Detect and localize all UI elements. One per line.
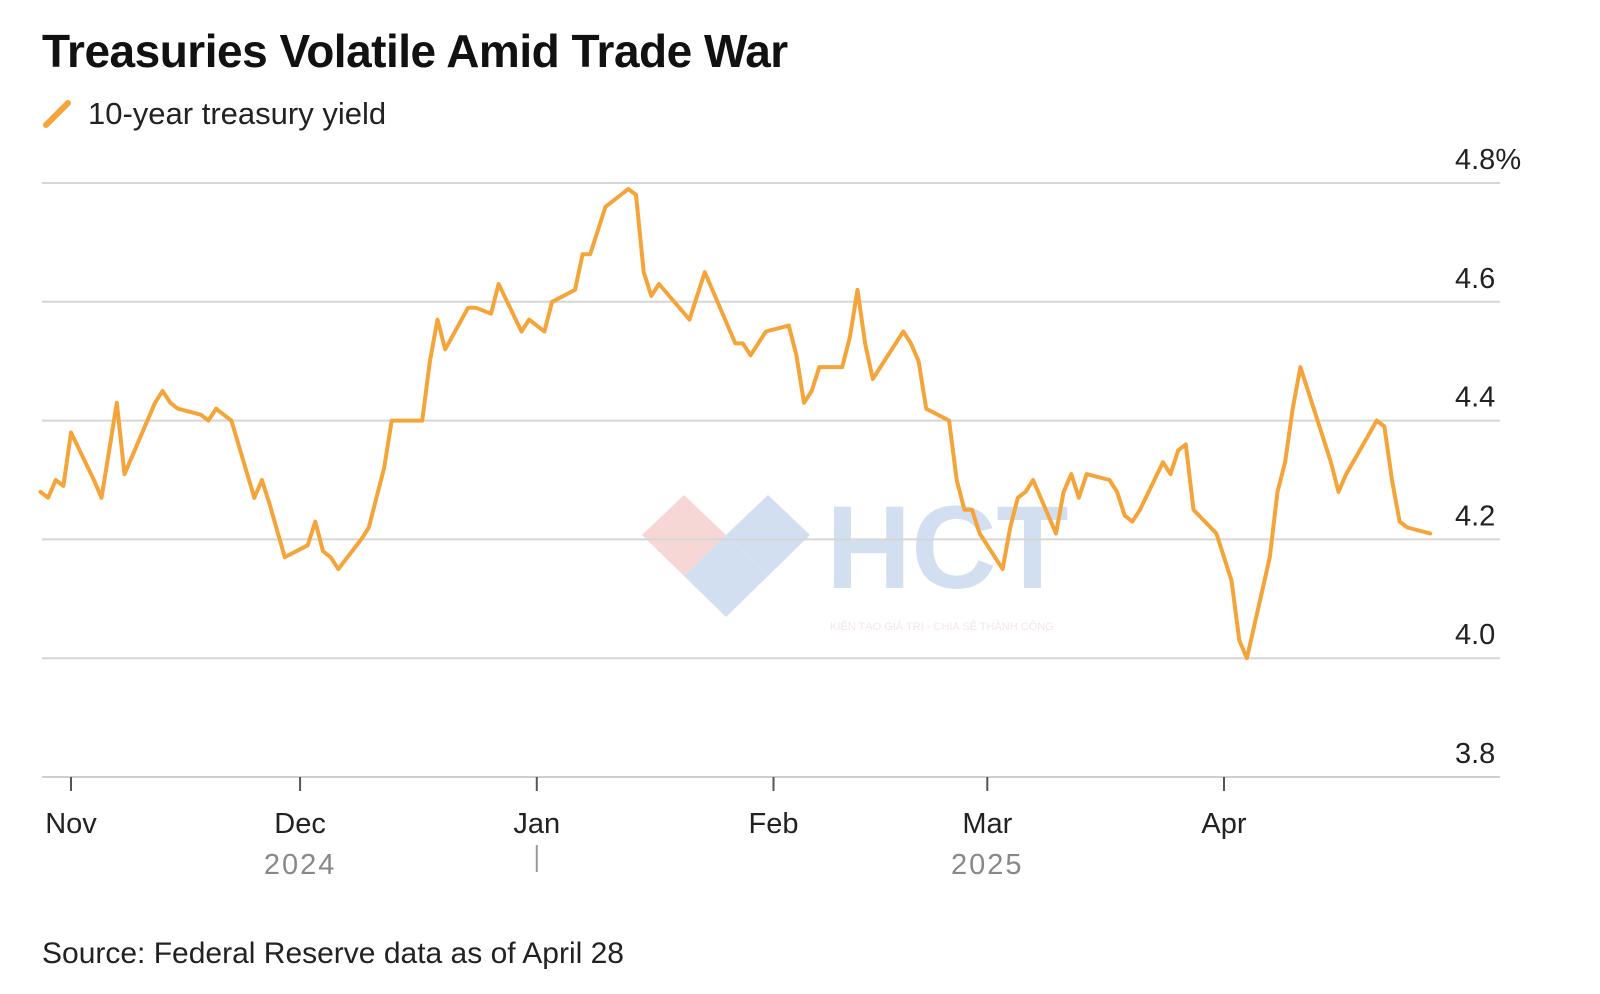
source-note: Source: Federal Reserve data as of April…: [42, 937, 624, 970]
line-chart: HCT KIẾN TẠO GIÁ TRỊ - CHIA SẺ THÀNH CÔN…: [38, 144, 1521, 881]
y-tick-label: 4.2: [1455, 500, 1495, 532]
y-axis: 4.8% 4.6 4.4 4.2 4.0 3.8: [1455, 144, 1521, 770]
watermark: HCT KIẾN TẠO GIÁ TRỊ - CHIA SẺ THÀNH CÔN…: [642, 482, 1069, 633]
x-tick-label: Nov: [45, 808, 97, 840]
y-tick-label: 4.6: [1455, 263, 1495, 295]
x-tick-label: Jan: [513, 808, 560, 840]
y-tick-label: 4.4: [1455, 382, 1495, 414]
year-label: 2024: [264, 849, 337, 881]
legend-line-icon: [43, 100, 71, 128]
y-tick-label: 4.0: [1455, 619, 1495, 651]
legend: 10-year treasury yield: [42, 96, 386, 132]
gridlines: [42, 182, 1500, 778]
chart-title: Treasuries Volatile Amid Trade War: [42, 25, 788, 77]
x-tick-label: Apr: [1201, 808, 1246, 840]
series-line: [38, 186, 1433, 661]
x-tick-label: Dec: [274, 808, 326, 840]
watermark-logo-right: [726, 495, 810, 576]
y-tick-label: 4.8%: [1455, 144, 1521, 176]
y-tick-label: 3.8: [1455, 738, 1495, 770]
watermark-logo-bottom: [684, 535, 768, 617]
watermark-logo-text: HCT: [826, 482, 1069, 614]
watermark-logo-left: [642, 495, 726, 576]
x-axis: Nov Dec Jan Feb Mar Apr 2024 2025: [45, 777, 1247, 881]
x-tick-label: Mar: [962, 808, 1012, 840]
legend-label: 10-year treasury yield: [88, 96, 387, 131]
x-tick-label: Feb: [748, 808, 798, 840]
series-layer: [38, 186, 1433, 661]
watermark-tagline: KIẾN TẠO GIÁ TRỊ - CHIA SẺ THÀNH CÔNG: [830, 620, 1054, 633]
year-label: 2025: [951, 849, 1024, 881]
